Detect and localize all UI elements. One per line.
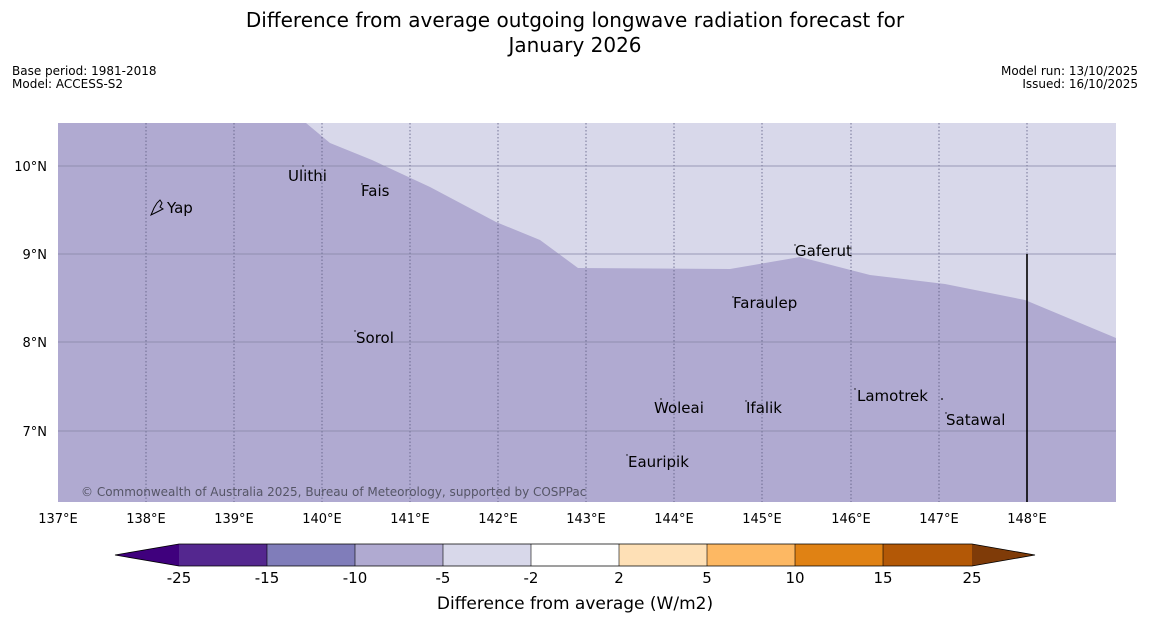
- island-dots: [302, 165, 947, 456]
- colorbar-left-extension: [115, 544, 179, 566]
- chart-title: Difference from average outgoing longwav…: [0, 8, 1150, 58]
- colorbar-tick-label: -2: [524, 569, 539, 587]
- lat-gridlines: [58, 165, 1116, 432]
- title-line-1: Difference from average outgoing longwav…: [245, 8, 905, 32]
- place-label: Ifalik: [746, 399, 782, 417]
- colorbar-segment: [267, 544, 355, 566]
- lat-label: 10°N: [14, 160, 47, 175]
- colorbar-segment: [883, 544, 972, 566]
- island-dot-woleai: [660, 398, 662, 400]
- colorbar-tick-label: -5: [436, 569, 451, 587]
- lon-label: 147°E: [919, 512, 959, 527]
- island-dot-gaferut: [794, 244, 796, 246]
- island-dot-ulithi: [302, 165, 304, 167]
- island-dot-satawal: [945, 412, 947, 414]
- lon-label: 148°E: [1007, 512, 1047, 527]
- island-dot-faraulep: [732, 296, 734, 298]
- colorbar-tick-label: 25: [962, 569, 981, 587]
- meta-left: Base period: 1981-2018 Model: ACCESS-S2: [12, 65, 157, 91]
- lon-label: 141°E: [390, 512, 430, 527]
- colorbar-right-extension: [972, 544, 1035, 566]
- colorbar-tick-label: 2: [614, 569, 624, 587]
- colorbar-tick-label: -10: [343, 569, 368, 587]
- colorbar: [114, 543, 1036, 567]
- place-label: Fais: [361, 182, 390, 200]
- colorbar-tick-label: 10: [785, 569, 804, 587]
- copyright-text: © Commonwealth of Australia 2025, Bureau…: [81, 485, 586, 499]
- base-period-text: Base period: 1981-2018: [12, 64, 157, 78]
- colorbar-tick-label: -25: [167, 569, 192, 587]
- colorbar-tick-labels: -25 -15 -10 -5 -2 2 5 10 15 25: [167, 569, 982, 587]
- lon-axis-labels: 137°E 138°E 139°E 140°E 141°E 142°E 143°…: [38, 512, 1047, 527]
- lat-axis-labels: 10°N 9°N 8°N 7°N: [14, 160, 47, 440]
- meta-right: Model run: 13/10/2025 Issued: 16/10/2025: [1001, 65, 1138, 91]
- place-label: Ulithi: [288, 167, 327, 185]
- issued-text: Issued: 16/10/2025: [1022, 77, 1138, 91]
- colorbar-tick-label: 5: [702, 569, 712, 587]
- map-region-darker: [58, 123, 1116, 502]
- island-dot-lamotrek-east: [941, 398, 943, 400]
- colorbar-segment: [443, 544, 531, 566]
- place-labels: Yap Ulithi Fais Gaferut Faraulep Sorol W…: [166, 167, 1005, 471]
- place-label: Yap: [166, 199, 193, 217]
- lon-label: 137°E: [38, 512, 78, 527]
- place-label: Gaferut: [795, 242, 852, 260]
- colorbar-tick-label: 15: [873, 569, 892, 587]
- lat-label: 7°N: [23, 425, 48, 440]
- island-dot-fais: [361, 183, 363, 185]
- lon-label: 146°E: [831, 512, 871, 527]
- lon-label: 145°E: [742, 512, 782, 527]
- place-label: Sorol: [356, 329, 394, 347]
- lon-label: 140°E: [302, 512, 342, 527]
- lon-label: 142°E: [478, 512, 518, 527]
- island-dot-sorol: [354, 330, 356, 332]
- colorbar-outline: [114, 543, 1036, 567]
- island-dot-lamotrek: [854, 388, 856, 390]
- colorbar-segment: [355, 544, 443, 566]
- island-dot-eauripik: [626, 454, 628, 456]
- place-label: Woleai: [654, 399, 704, 417]
- colorbar-segment: [707, 544, 795, 566]
- lat-label: 9°N: [23, 248, 48, 263]
- lon-gridlines: [145, 123, 1028, 502]
- yap-island-shape: [150, 199, 164, 217]
- lon-label: 143°E: [566, 512, 606, 527]
- model-run-text: Model run: 13/10/2025: [1000, 64, 1138, 78]
- colorbar-segment: [179, 544, 267, 566]
- lon-label: 138°E: [126, 512, 166, 527]
- model-text: Model: ACCESS-S2: [12, 77, 124, 91]
- place-label: Faraulep: [733, 294, 797, 312]
- colorbar-segment: [795, 544, 883, 566]
- colorbar-title: Difference from average (W/m2): [436, 594, 714, 614]
- place-label: Lamotrek: [857, 387, 928, 405]
- lon-label: 139°E: [214, 512, 254, 527]
- place-label: Eauripik: [628, 453, 689, 471]
- lon-label: 144°E: [654, 512, 694, 527]
- title-line-2: January 2026: [508, 33, 642, 57]
- island-dot-ifalik: [745, 400, 747, 402]
- lat-label: 8°N: [23, 336, 48, 351]
- colorbar-segment: [531, 544, 619, 566]
- colorbar-segment: [619, 544, 707, 566]
- colorbar-tick-label: -15: [255, 569, 280, 587]
- place-label: Satawal: [946, 411, 1005, 429]
